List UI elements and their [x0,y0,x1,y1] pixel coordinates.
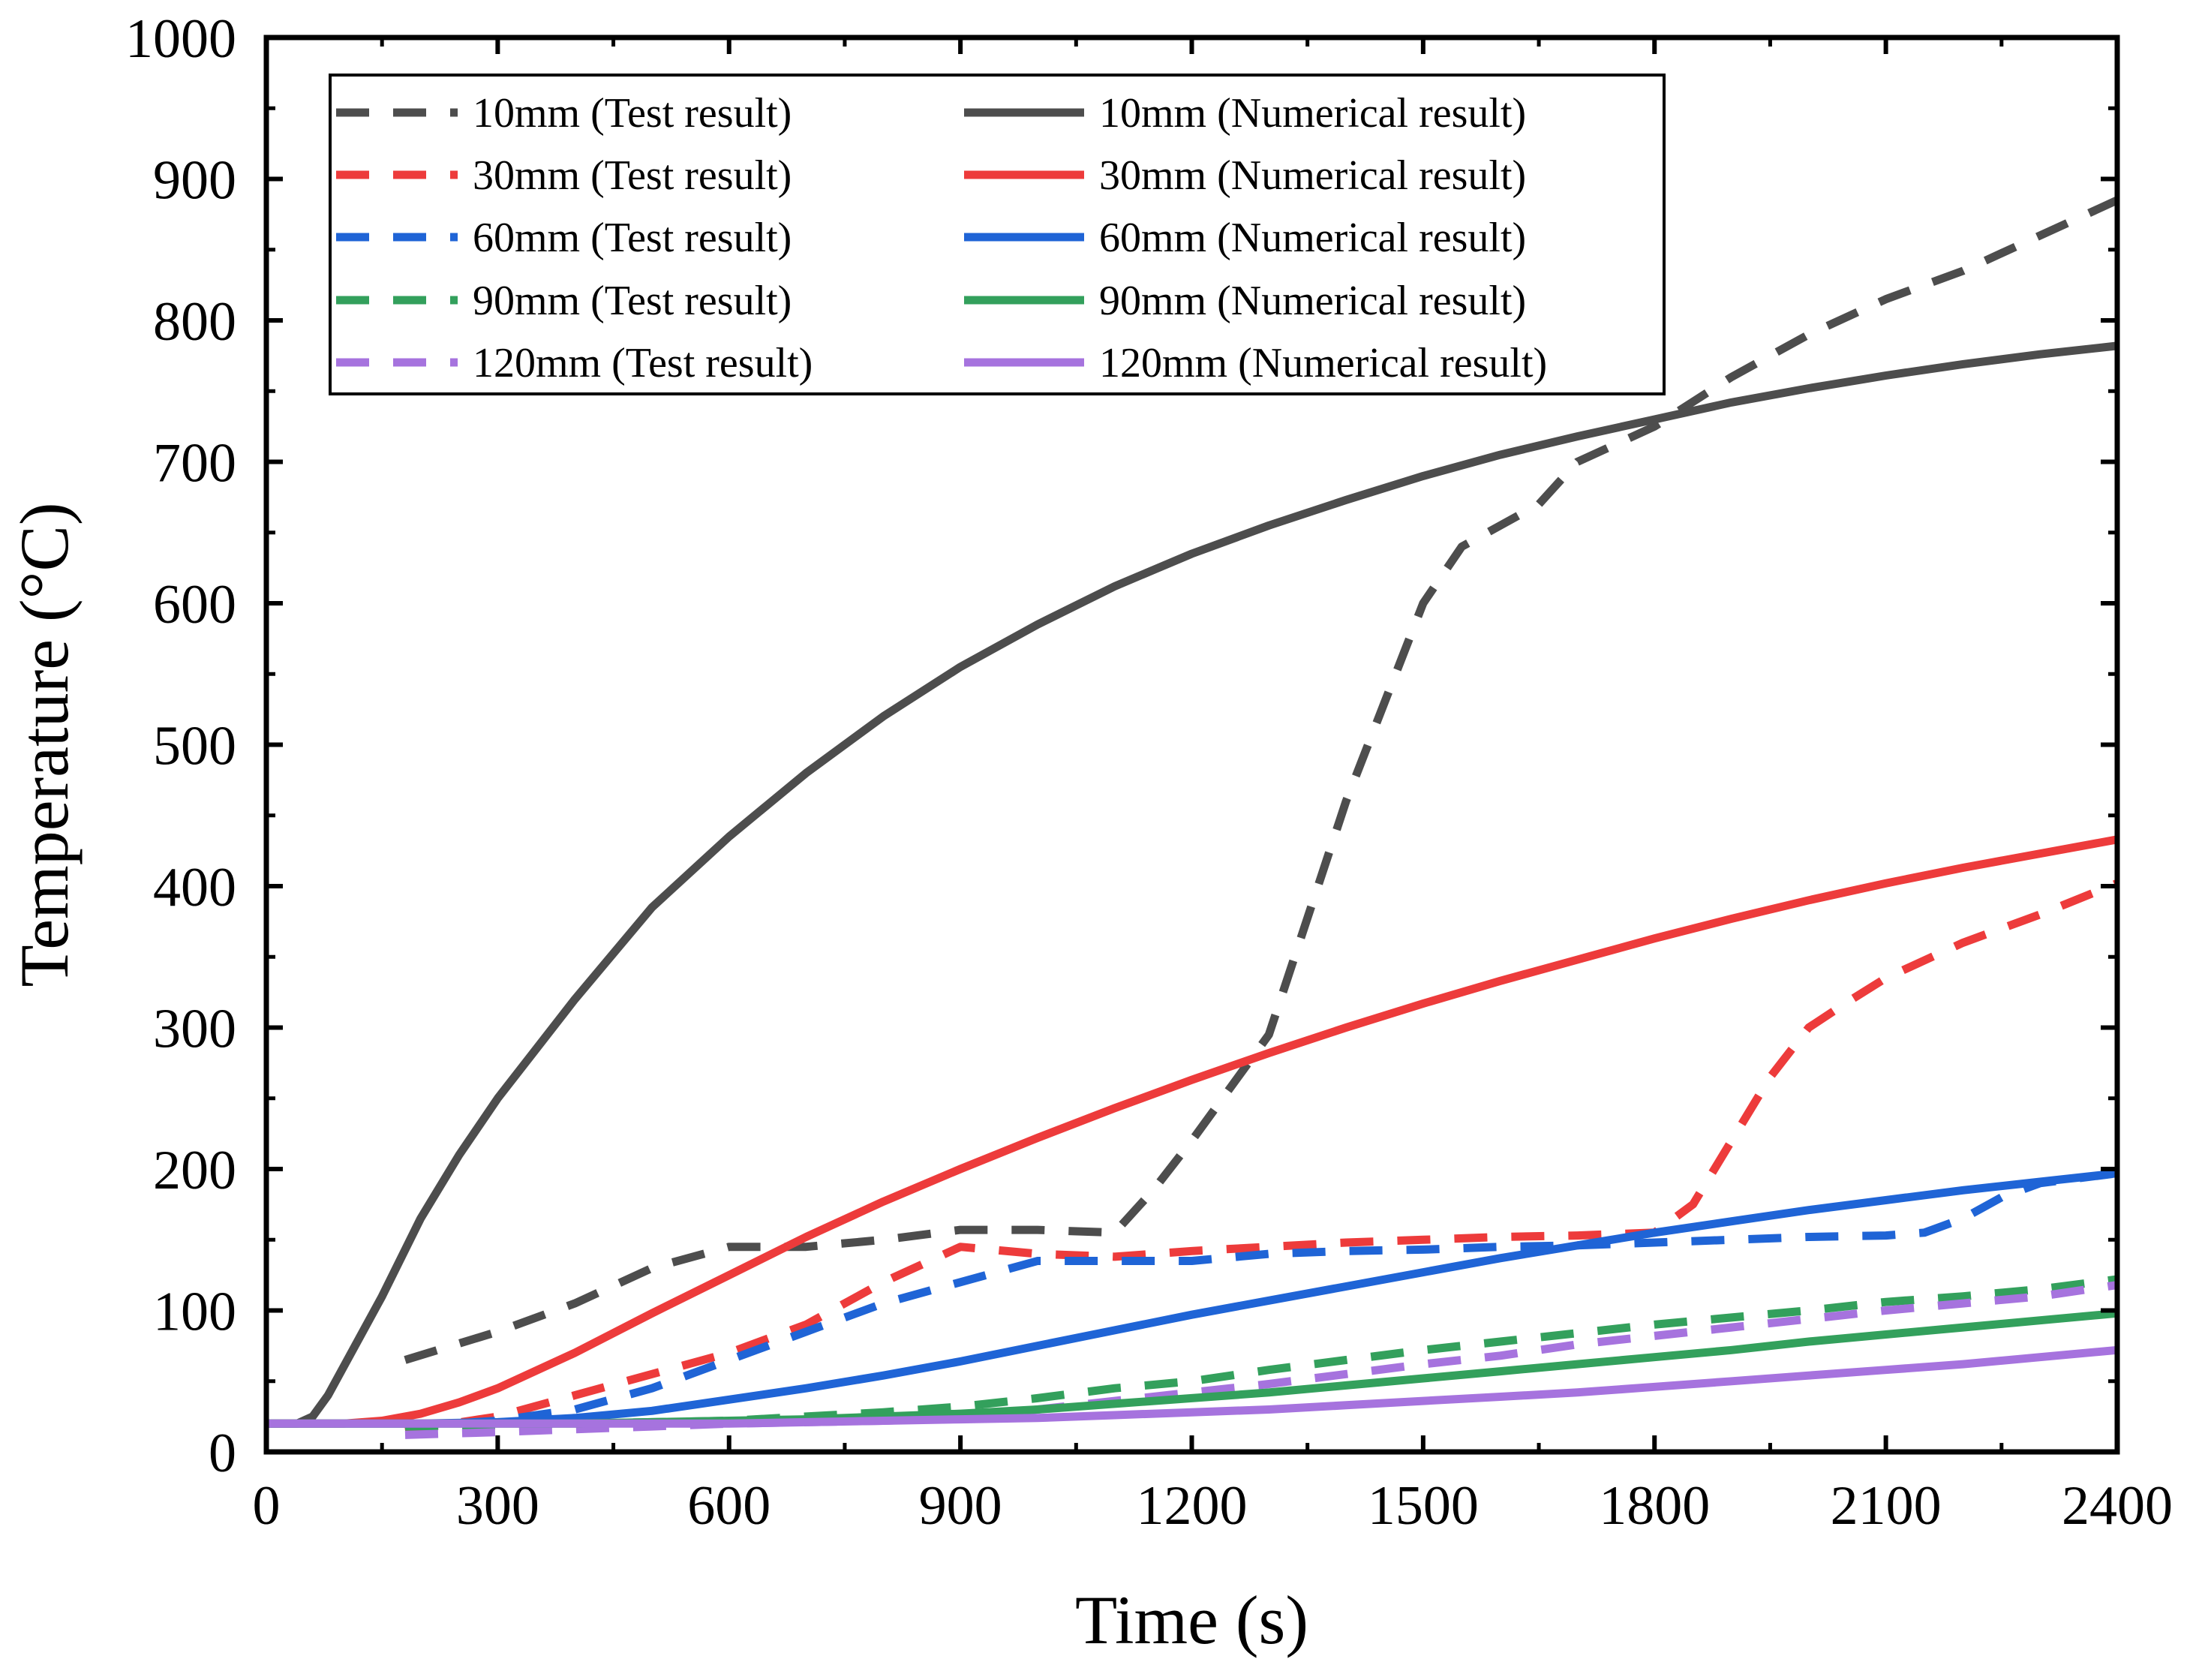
series-line-5 [266,341,2118,1428]
y-tick-label: 200 [153,1140,236,1201]
legend-label-9: 120mm (Numerical result) [1099,340,1547,386]
y-axis-title: Temperature (°C) [6,503,83,987]
x-tick-label: 1200 [1137,1475,1248,1537]
ticks-layer: 0 300 600 900 1200 1500 1800 2100 2400 0 100 200 300… [125,8,2173,1537]
series-line-2 [404,1169,2118,1431]
y-tick-label: 0 [209,1423,236,1484]
x-tick-label: 300 [456,1475,539,1537]
series-line-6 [266,835,2118,1428]
y-tick-label: 400 [153,857,236,918]
legend: 10mm (Test result) 30mm (Test result) 60mm… [329,74,1666,395]
y-tick-label: 800 [153,291,236,353]
series-line-7 [266,1169,2118,1428]
series-line-1 [404,879,2119,1435]
series-layer [266,196,2119,1439]
x-axis-title: Time (s) [1075,1582,1308,1658]
x-tick-label: 900 [919,1475,1002,1537]
y-tick-label: 100 [153,1282,236,1343]
x-tick-label: 1800 [1599,1475,1710,1537]
legend-label-3: 90mm (Test result) [473,278,792,324]
legend-label-0: 10mm (Test result) [473,90,792,137]
legend-label-7: 60mm (Numerical result) [1099,215,1526,261]
legend-label-4: 120mm (Test result) [473,340,813,386]
x-tick-label: 0 [253,1475,281,1537]
legend-label-6: 30mm (Numerical result) [1099,152,1526,199]
x-tick-label: 2100 [1831,1475,1942,1537]
x-tick-label: 600 [687,1475,771,1537]
y-tick-label: 900 [153,150,236,212]
y-tick-label: 600 [153,574,236,636]
series-line-9 [266,1345,2118,1428]
legend-label-1: 30mm (Test result) [473,152,792,199]
y-tick-label: 1000 [125,8,236,70]
x-tick-label: 1500 [1368,1475,1479,1537]
series-line-0 [404,196,2119,1364]
y-tick-label: 500 [153,716,236,777]
legend-label-8: 90mm (Numerical result) [1099,278,1526,324]
y-tick-label: 700 [153,433,236,494]
legend-label-2: 60mm (Test result) [473,215,792,261]
y-tick-label: 300 [153,999,236,1060]
legend-label-5: 10mm (Numerical result) [1099,90,1526,137]
x-tick-label: 2400 [2062,1475,2173,1537]
